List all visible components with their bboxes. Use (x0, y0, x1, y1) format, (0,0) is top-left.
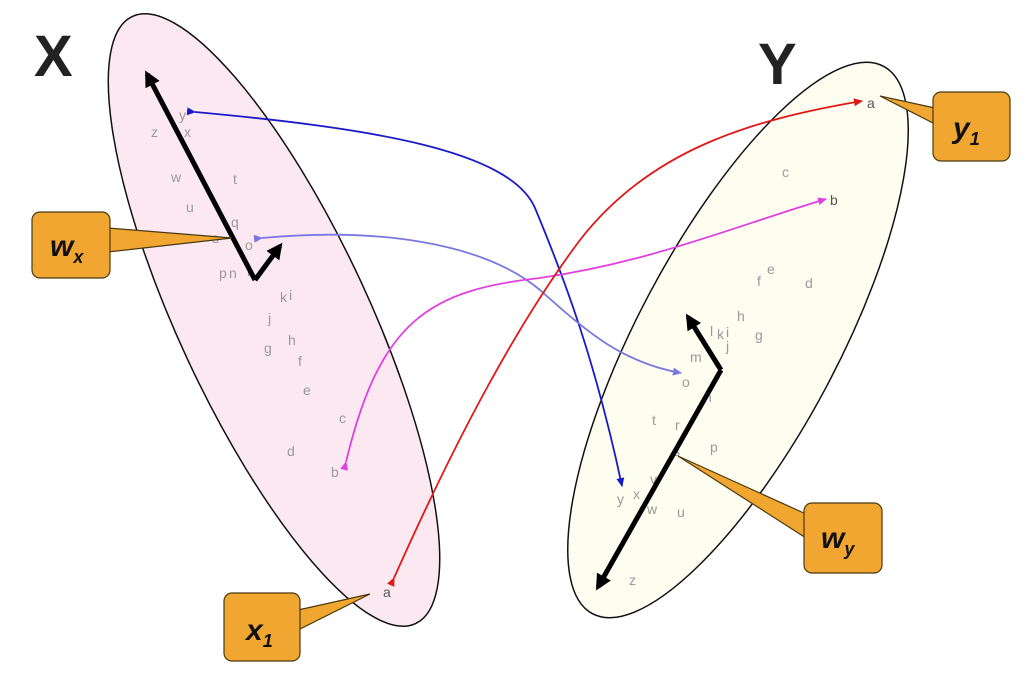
wx-minor-arrow (252, 242, 283, 282)
wy-major-arrow (595, 368, 724, 591)
set-x-title: X (34, 24, 73, 89)
x-point: f (298, 353, 302, 369)
y-point: l (710, 323, 713, 339)
x-point: j (267, 310, 271, 326)
y-point: m (690, 349, 702, 365)
y-point: c (782, 164, 789, 180)
callout-wx: wx (31, 211, 233, 279)
x-point: p (219, 265, 227, 281)
y-point: o (682, 374, 690, 390)
x-point: e (303, 382, 311, 398)
y-point: g (755, 327, 763, 343)
y-point: z (629, 572, 636, 588)
callout-x1: x1 (223, 592, 371, 662)
y-point: r (675, 417, 680, 433)
y-point: u (677, 504, 685, 520)
x-point: h (288, 332, 296, 348)
wx-vectors (144, 70, 283, 282)
y-point: e (767, 261, 775, 277)
y-point: p (710, 439, 718, 455)
callout-x1-label: x1 (244, 614, 273, 651)
y-point: f (757, 273, 761, 289)
y-point: k (717, 326, 725, 342)
wx-major-arrow (144, 70, 258, 282)
x-point: w (170, 169, 182, 185)
callout-wx-label: wx (50, 230, 84, 267)
callout-wy-label: wy (821, 522, 855, 559)
x-point: a (383, 584, 391, 600)
set-y-title: Y (758, 32, 797, 97)
y-point: d (805, 275, 813, 291)
callout-wx-box (31, 211, 111, 279)
callout-wy-box (803, 502, 883, 574)
x-point: b (331, 464, 339, 480)
x-set-ellipse (107, 12, 441, 628)
x-point: i (289, 287, 292, 303)
y-point: x (633, 486, 640, 502)
x-point: q (231, 214, 239, 230)
callout-wy: wy (677, 455, 883, 574)
x-point: n (229, 265, 237, 281)
x-point: c (339, 410, 346, 426)
wy-minor-arrow (685, 313, 724, 372)
y-point: y (617, 491, 624, 507)
x-point: z (151, 124, 158, 140)
x-point: t (233, 171, 237, 187)
x-point: o (245, 237, 253, 253)
callout-y1: y1 (879, 91, 1011, 162)
x-point: x (184, 124, 191, 140)
callout-y1-label: y1 (951, 112, 980, 149)
x-point: y (179, 107, 186, 123)
callout-y1-box (932, 91, 1011, 162)
callout-x1-box (223, 592, 301, 662)
y-point: h (737, 308, 745, 324)
callout-x1-tail (297, 593, 371, 631)
y-point: j (725, 338, 729, 354)
x-point: g (264, 340, 272, 356)
y-point: b (830, 192, 838, 208)
y-set-ellipse (567, 61, 909, 619)
y-point: t (652, 412, 656, 428)
correspondence-arrow-a (387, 98, 863, 587)
y-point: a (867, 95, 875, 111)
x-point: d (287, 443, 295, 459)
x-point: u (186, 199, 194, 215)
x-point: k (280, 289, 288, 305)
wy-vectors (595, 313, 724, 591)
